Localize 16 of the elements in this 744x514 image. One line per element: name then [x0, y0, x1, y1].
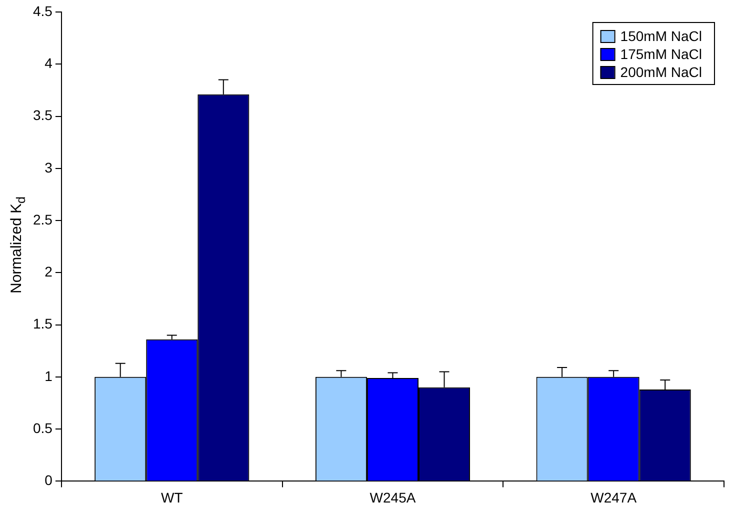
y-tick-label: 3.5	[32, 107, 53, 124]
y-tick-label: 4.5	[32, 2, 53, 19]
y-tick-label: 2	[44, 264, 53, 280]
legend-label: 200mM NaCl	[620, 64, 702, 80]
y-tick-label: 4	[44, 54, 53, 71]
y-tick-label: 0	[44, 472, 53, 488]
x-tick-label: WT	[161, 489, 184, 506]
legend-label: 175mM NaCl	[620, 46, 702, 62]
y-tick-label: 3	[44, 159, 53, 176]
y-tick-label: 2.5	[32, 211, 53, 228]
x-tick-label: W247A	[590, 489, 638, 506]
x-tick-label: W245A	[370, 489, 416, 506]
y-tick-label: 0.5	[32, 420, 53, 436]
y-tick-label: 1	[44, 368, 53, 384]
legend-label: 150mM NaCl	[620, 28, 702, 44]
y-tick-label: 1.5	[32, 316, 53, 332]
